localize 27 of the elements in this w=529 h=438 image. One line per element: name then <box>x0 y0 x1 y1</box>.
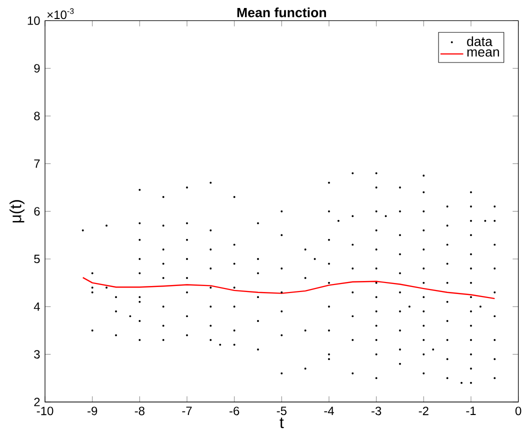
x-tick-label: 0 <box>515 406 522 416</box>
y-tick-label: 7 <box>34 160 40 168</box>
text: ×10$^{-3}$ <box>47 8 74 20</box>
x-tick-label: -9 <box>88 406 98 416</box>
x-tick-label: -7 <box>182 406 192 415</box>
y-tick-label: 3 <box>34 350 40 359</box>
y-axis-title: μ(t) <box>10 200 24 222</box>
x-tick-label: -2 <box>418 406 428 416</box>
y-tick-label: 4 <box>34 302 40 311</box>
y-tick-label: 2 <box>34 398 40 406</box>
y-tick-label: 8 <box>34 112 40 120</box>
legend-label: data <box>467 36 492 46</box>
x-tick-label: -1 <box>466 406 476 415</box>
x-tick-label: -4 <box>324 406 334 415</box>
x-tick-label: -8 <box>134 406 144 416</box>
x-tick-label: -3 <box>372 406 382 416</box>
x-tick-label: -6 <box>230 406 240 416</box>
y-tick-label: 6 <box>34 207 40 216</box>
x-axis-title: t <box>280 418 284 428</box>
line-series <box>82 276 496 300</box>
y-tick-label: 5 <box>34 254 40 264</box>
x-tick-label: -5 <box>276 406 286 416</box>
legend-label: mean <box>467 49 499 57</box>
y-tick-label: 9 <box>34 64 40 73</box>
x-tick-label: -10 <box>36 406 54 416</box>
y-tick-label: 10 <box>28 16 40 25</box>
chart-title: Mean function <box>237 7 326 18</box>
